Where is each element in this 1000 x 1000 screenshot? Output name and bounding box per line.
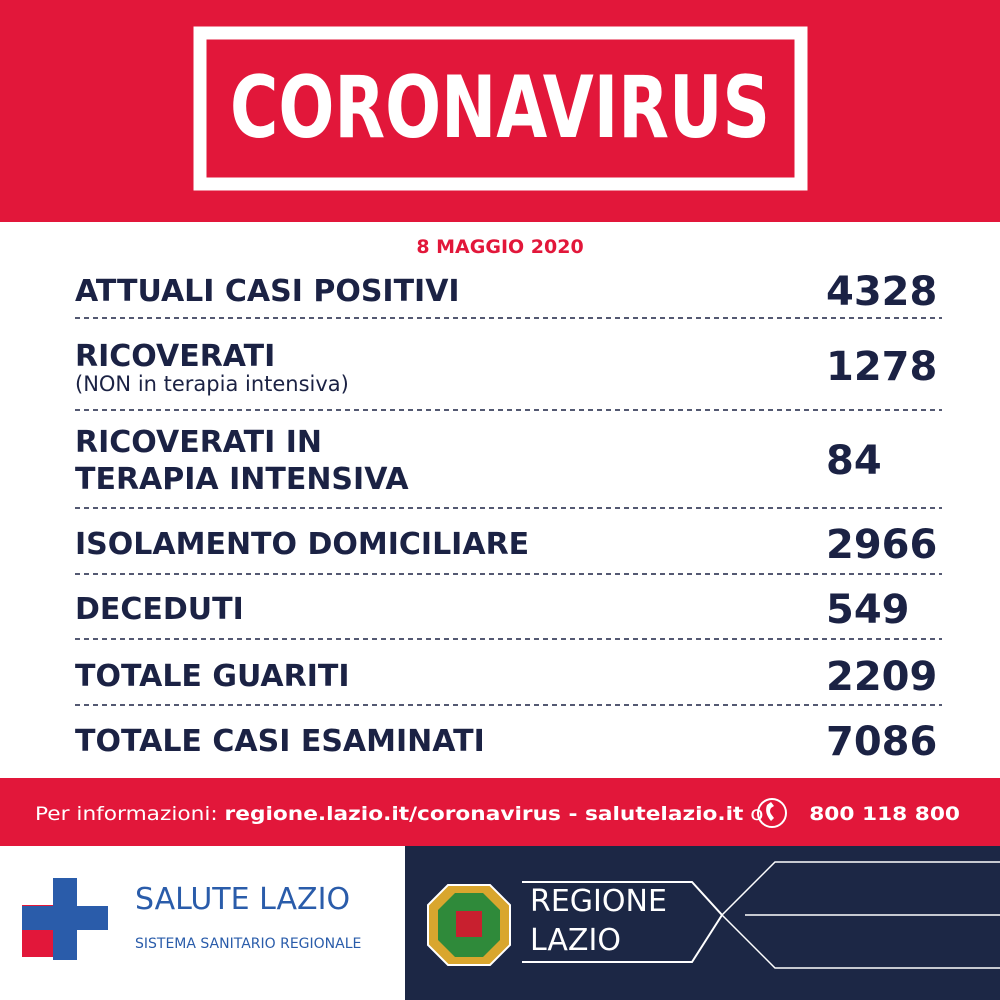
salute-subtitle: SISTEMA SANITARIO REGIONALE	[135, 936, 361, 952]
phone-handset	[766, 802, 774, 821]
row-value: 2966	[826, 522, 937, 568]
row-value: 549	[826, 587, 910, 633]
logo-blue-cross	[22, 878, 108, 960]
row-value: 7086	[826, 719, 937, 765]
row-label: DECEDUTI	[75, 592, 244, 627]
row-value: 2209	[826, 654, 937, 700]
phone-icon	[757, 798, 787, 828]
row-note: (NON in terapia intensiva)	[75, 372, 349, 396]
info-phone: 800 118 800	[809, 803, 960, 825]
row-label: TOTALE CASI ESAMINATI	[75, 724, 485, 759]
row-label: ATTUALI CASI POSITIVI	[75, 274, 460, 309]
regione-line2: LAZIO	[530, 923, 621, 958]
info-text: Per informazioni: regione.lazio.it/coron…	[35, 803, 960, 825]
title: CORONAVIRUS	[230, 58, 770, 158]
row-value: 84	[826, 438, 882, 484]
row-label: RICOVERATI IN	[75, 425, 322, 460]
row-label: RICOVERATI	[75, 339, 275, 374]
info-band	[0, 778, 1000, 846]
regione-emblem-center	[456, 911, 482, 937]
title-frame	[193, 26, 808, 191]
salute-title: SALUTE LAZIO	[135, 882, 350, 917]
row-value: 4328	[826, 269, 937, 315]
row-label: TERAPIA INTENSIVA	[75, 462, 409, 497]
date: 8 MAGGIO 2020	[416, 236, 583, 258]
info-prefix: Per informazioni:	[35, 803, 218, 825]
row-value: 1278	[826, 344, 937, 390]
regione-line1: REGIONE	[530, 884, 667, 919]
row-label: TOTALE GUARITI	[75, 659, 350, 694]
info-links: regione.lazio.it/coronavirus - salutelaz…	[225, 803, 744, 825]
row-label: ISOLAMENTO DOMICILIARE	[75, 527, 529, 562]
regione-lines	[721, 861, 1000, 969]
